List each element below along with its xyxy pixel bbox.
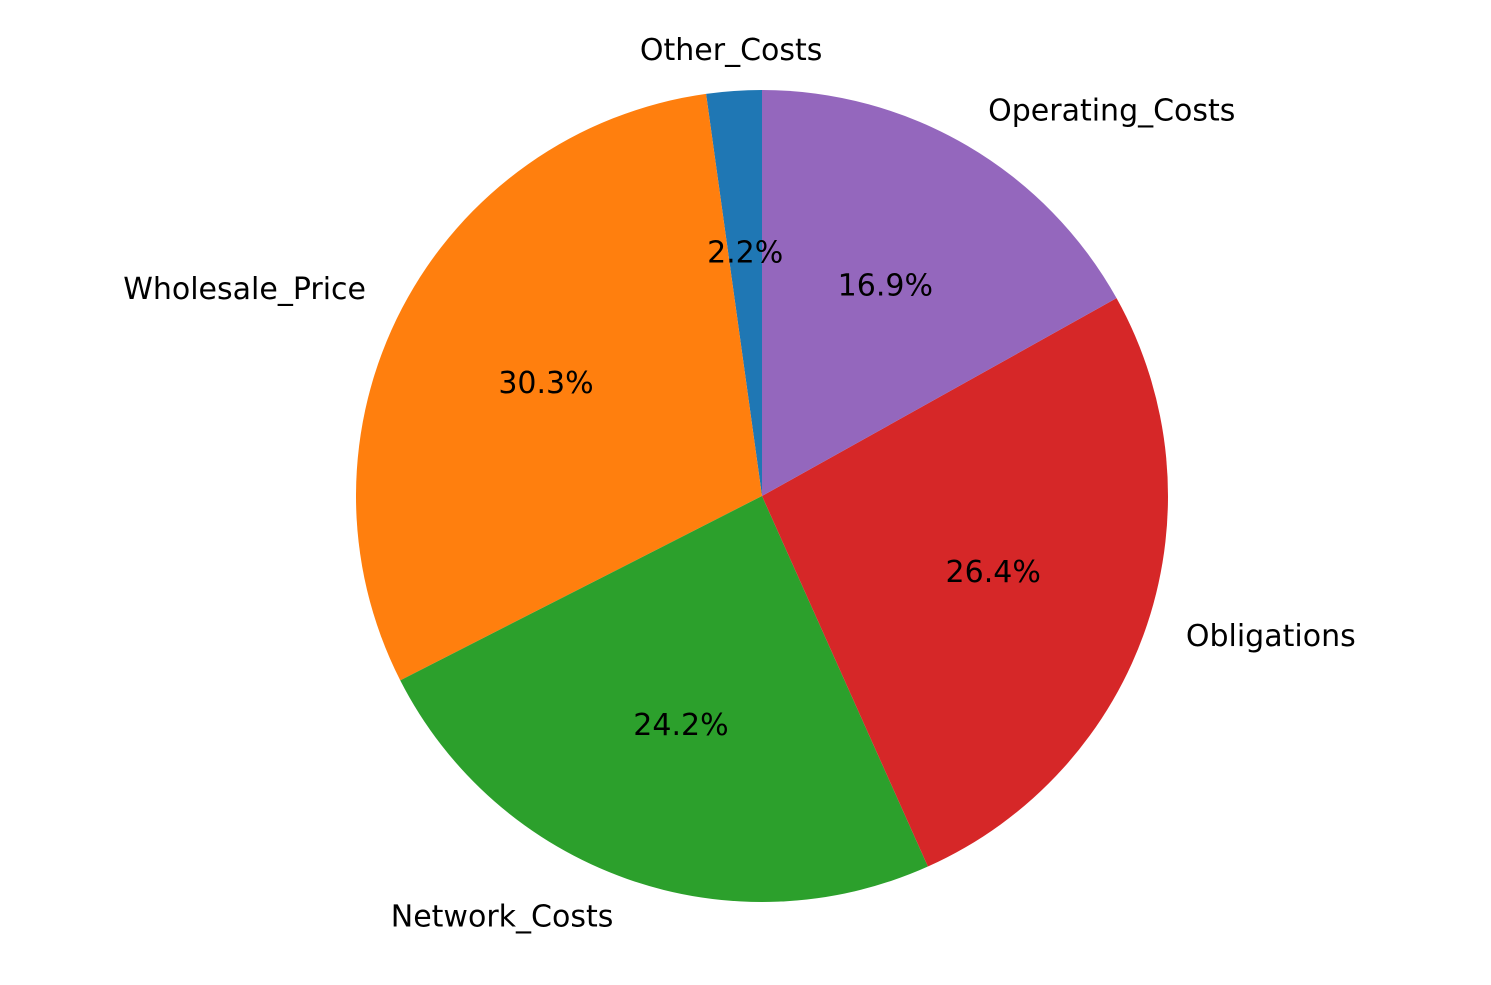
slice-label-obligations: Obligations: [1186, 619, 1356, 654]
pie-slice-network-costs: [400, 496, 928, 902]
pct-label-obligations: 26.4%: [946, 555, 1041, 590]
pie-slice-wholesale-price: [355, 93, 762, 681]
pct-label-operating-costs: 16.9%: [838, 268, 933, 303]
pct-label-other-costs: 2.2%: [707, 235, 783, 270]
pie-slices: [355, 90, 1168, 902]
pct-label-wholesale-price: 30.3%: [498, 366, 593, 401]
pie-slice-obligations: [762, 298, 1168, 867]
slice-label-operating-costs: Operating_Costs: [988, 93, 1235, 128]
pie-slice-operating-costs: [762, 90, 1117, 496]
pie-slice-other-costs: [706, 90, 762, 496]
slice-label-wholesale-price: Wholesale_Price: [123, 272, 366, 307]
pie-labels: 2.2% Other_Costs 30.3% Wholesale_Price 24.2%…: [123, 33, 1356, 935]
pct-label-network-costs: 24.2%: [633, 708, 728, 743]
slice-label-network-costs: Network_Costs: [391, 900, 614, 935]
slice-label-other-costs: Other_Costs: [640, 33, 823, 68]
